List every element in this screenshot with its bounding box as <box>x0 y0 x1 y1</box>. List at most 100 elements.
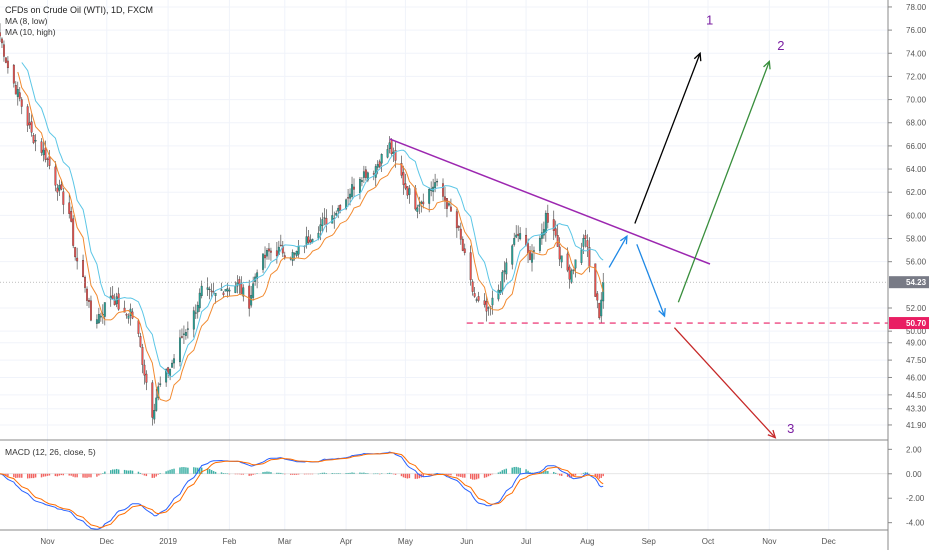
candle-body <box>337 207 340 212</box>
macd-histogram-bar <box>560 473 563 476</box>
macd-histogram-bar <box>499 471 502 474</box>
y-tick-label: 68.00 <box>906 119 927 128</box>
candle-body <box>475 299 478 301</box>
macd-histogram-bar <box>15 473 17 478</box>
macd-histogram-bar <box>139 472 142 474</box>
macd-histogram-bar <box>501 470 504 474</box>
ma-high-legend[interactable]: MA (10, high) <box>5 27 56 37</box>
candle-body <box>3 44 5 57</box>
candle-body <box>44 147 47 160</box>
macd-histogram-bar <box>402 473 405 478</box>
macd-histogram-bar <box>489 473 492 476</box>
candle-body <box>447 203 450 206</box>
macd-histogram-bar <box>570 473 573 478</box>
candle-body <box>487 307 490 309</box>
candle-body <box>252 283 255 298</box>
candle-body <box>319 224 322 232</box>
candle-body <box>256 272 259 279</box>
candle-body <box>141 347 144 365</box>
macd-histogram-bar <box>199 467 201 474</box>
candle-body <box>283 255 286 258</box>
candle-body <box>416 207 419 212</box>
x-tick-label: Jun <box>460 537 473 546</box>
macd-histogram-bar <box>386 473 389 474</box>
macd-y-tick-label: -2.00 <box>906 494 925 503</box>
macd-histogram-bar <box>96 473 98 477</box>
candle-body <box>186 328 189 330</box>
macd-histogram-bar <box>222 473 225 474</box>
candle-body <box>538 237 541 251</box>
macd-histogram-bar <box>430 473 432 475</box>
candle-body <box>151 382 154 418</box>
macd-histogram-bar <box>56 473 59 477</box>
macd-histogram-bar <box>40 473 43 478</box>
candle-body <box>210 290 213 292</box>
macd-legend[interactable]: MACD (12, 26, close, 5) <box>5 447 96 457</box>
candle-body <box>228 289 231 292</box>
candle-body <box>366 172 369 181</box>
macd-histogram-bar <box>460 473 462 478</box>
macd-histogram-bar <box>104 471 106 474</box>
candle-body <box>339 205 342 212</box>
descending-trendline <box>389 138 711 265</box>
macd-histogram-bar <box>212 471 215 474</box>
candle-body <box>165 369 168 383</box>
macd-histogram-bar <box>367 473 369 474</box>
candle-body <box>54 166 57 186</box>
macd-histogram-bar <box>345 473 347 474</box>
macd-histogram-bar <box>361 472 363 474</box>
arrow-head <box>658 308 666 318</box>
y-tick-label: 64.00 <box>906 165 927 174</box>
macd-histogram-bar <box>416 473 419 479</box>
candle-body <box>70 211 73 222</box>
candle-body <box>574 259 577 269</box>
macd-histogram-bar <box>469 473 472 479</box>
macd-histogram-bar <box>515 466 517 474</box>
macd-histogram-bar <box>183 467 185 474</box>
macd-histogram-bar <box>226 473 229 475</box>
candle-body <box>527 243 530 254</box>
macd-histogram-bar <box>98 473 100 476</box>
candle-body <box>446 198 448 209</box>
candle-body <box>222 292 225 295</box>
y-tick-label: 60.00 <box>906 211 927 220</box>
macd-histogram-bar <box>588 473 591 475</box>
macd-histogram-bar <box>238 473 241 475</box>
candle-body <box>503 270 506 273</box>
projection-arrow-short-1 <box>636 244 666 317</box>
candle-body <box>463 248 466 253</box>
y-tick-label: 44.50 <box>906 391 927 400</box>
macd-histogram-bar <box>422 473 424 477</box>
candle-body <box>139 336 142 347</box>
candle-body <box>588 247 591 267</box>
candle-body <box>586 240 589 247</box>
candle-body <box>386 149 389 158</box>
macd-histogram-bar <box>380 473 383 474</box>
macd-histogram-bar <box>527 470 529 474</box>
macd-histogram-bar <box>491 473 494 475</box>
macd-histogram-bar <box>100 473 102 475</box>
macd-histogram-bar <box>252 473 254 475</box>
macd-histogram-bar <box>195 467 197 474</box>
macd-histogram-bar <box>582 472 585 474</box>
candle-body <box>143 364 146 376</box>
macd-histogram-bar <box>62 473 65 476</box>
candle-body <box>56 187 59 193</box>
macd-histogram-bar <box>602 473 604 477</box>
macd-histogram-bar <box>143 473 146 476</box>
macd-histogram-bar <box>503 469 506 474</box>
macd-histogram-bar <box>363 472 365 474</box>
candle-body <box>62 191 65 205</box>
ma-low-legend[interactable]: MA (8, low) <box>5 16 48 26</box>
candle-body <box>293 253 296 255</box>
candle-body <box>560 255 563 263</box>
macd-histogram-bar <box>349 472 351 474</box>
candle-body <box>82 260 85 278</box>
candle-body <box>200 285 203 297</box>
macd-histogram-bar <box>137 471 140 474</box>
candle-body <box>505 262 508 275</box>
candle-body <box>291 252 294 261</box>
macd-histogram-bar <box>297 473 300 475</box>
candle-body <box>418 204 421 207</box>
